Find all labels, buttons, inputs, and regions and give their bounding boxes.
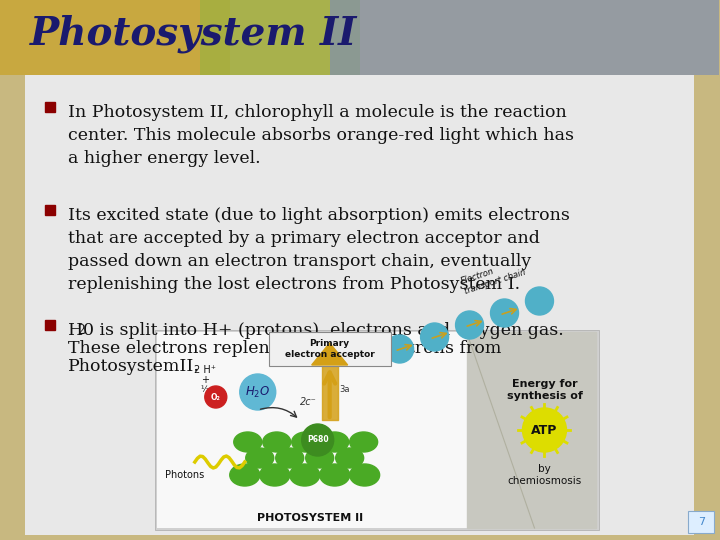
- Text: PHOTOSYSTEM II: PHOTOSYSTEM II: [256, 513, 363, 523]
- FancyBboxPatch shape: [0, 75, 25, 540]
- Ellipse shape: [292, 432, 320, 452]
- Ellipse shape: [276, 448, 304, 468]
- Circle shape: [204, 386, 227, 408]
- Polygon shape: [467, 332, 596, 528]
- Ellipse shape: [320, 432, 348, 452]
- FancyBboxPatch shape: [25, 75, 694, 535]
- Polygon shape: [312, 343, 348, 365]
- Text: 3a: 3a: [340, 385, 350, 394]
- Text: These electrons replenish the lost electrons from: These electrons replenish the lost elect…: [68, 340, 501, 357]
- Text: 2 H⁺: 2 H⁺: [194, 365, 216, 375]
- Circle shape: [240, 374, 276, 410]
- Text: P680: P680: [307, 435, 328, 444]
- FancyBboxPatch shape: [269, 332, 391, 366]
- Text: 7: 7: [698, 517, 705, 527]
- Text: H: H: [68, 322, 84, 339]
- Text: by
chemiosmosis: by chemiosmosis: [508, 464, 582, 486]
- Circle shape: [526, 287, 554, 315]
- Text: ATP: ATP: [531, 423, 558, 436]
- FancyBboxPatch shape: [155, 330, 600, 530]
- Text: Energy for
synthesis of: Energy for synthesis of: [507, 379, 582, 401]
- Text: $H_2O$: $H_2O$: [245, 384, 270, 400]
- FancyBboxPatch shape: [200, 0, 360, 75]
- Text: PhotosystemII.: PhotosystemII.: [68, 358, 200, 375]
- Text: Primary
electron acceptor: Primary electron acceptor: [285, 339, 374, 359]
- Ellipse shape: [350, 464, 379, 486]
- Text: +: +: [201, 375, 209, 385]
- Ellipse shape: [289, 464, 320, 486]
- Circle shape: [490, 299, 518, 327]
- Circle shape: [302, 424, 333, 456]
- Text: In Photosystem II, chlorophyll a molecule is the reaction
center. This molecule : In Photosystem II, chlorophyll a molecul…: [68, 104, 574, 167]
- Circle shape: [456, 311, 484, 339]
- Text: 0 is split into H+ (protons), electrons and Oxygen gas.: 0 is split into H+ (protons), electrons …: [84, 322, 564, 339]
- Text: Photons: Photons: [165, 470, 204, 480]
- Ellipse shape: [234, 432, 262, 452]
- Text: Its excited state (due to light absorption) emits electrons
that are accepted by: Its excited state (due to light absorpti…: [68, 207, 570, 293]
- Circle shape: [523, 408, 567, 452]
- FancyBboxPatch shape: [157, 332, 467, 528]
- Circle shape: [420, 323, 449, 351]
- Circle shape: [386, 335, 413, 363]
- FancyBboxPatch shape: [0, 0, 230, 75]
- Text: Electron
transport chain: Electron transport chain: [459, 258, 526, 296]
- Text: O₂: O₂: [211, 393, 221, 402]
- Text: Photosystem II: Photosystem II: [30, 15, 357, 53]
- Ellipse shape: [246, 448, 274, 468]
- Ellipse shape: [263, 432, 291, 452]
- Text: ½: ½: [201, 386, 209, 395]
- Ellipse shape: [306, 448, 333, 468]
- FancyBboxPatch shape: [694, 75, 719, 540]
- Ellipse shape: [260, 464, 289, 486]
- FancyBboxPatch shape: [688, 511, 714, 533]
- Text: 2c⁻: 2c⁻: [300, 397, 317, 407]
- Ellipse shape: [336, 448, 364, 468]
- FancyBboxPatch shape: [330, 0, 719, 75]
- Ellipse shape: [230, 464, 260, 486]
- Text: 2: 2: [78, 324, 85, 337]
- Ellipse shape: [320, 464, 350, 486]
- Ellipse shape: [350, 432, 377, 452]
